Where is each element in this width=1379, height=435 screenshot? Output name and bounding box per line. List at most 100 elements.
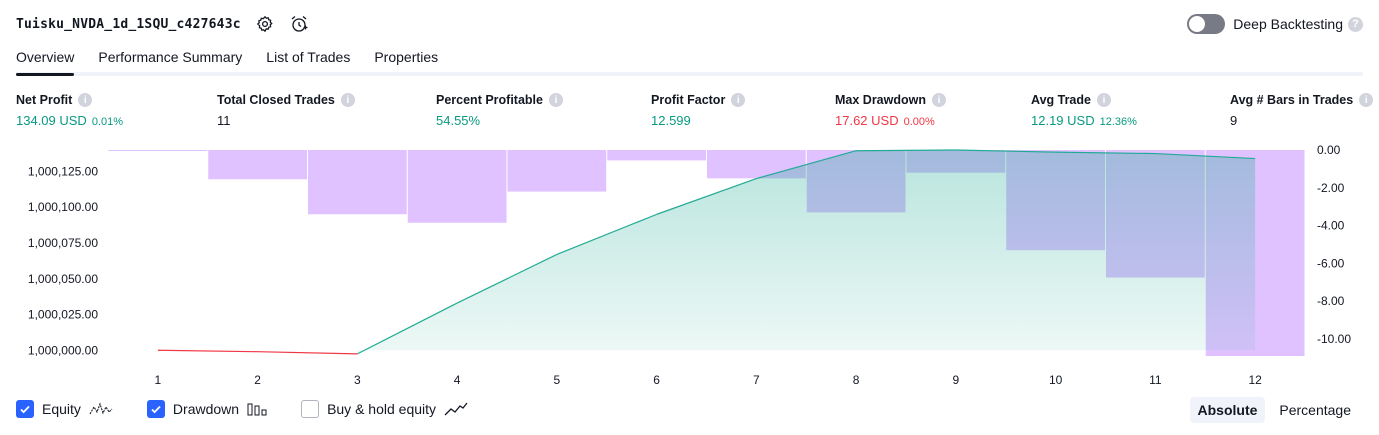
legend-label: Buy & hold equity — [327, 401, 437, 417]
x-axis-tick: 5 — [554, 373, 561, 387]
metric-label: Total Closed Trades — [217, 93, 335, 107]
absolute-button[interactable]: Absolute — [1189, 397, 1266, 423]
equity-line-segment — [157, 349, 258, 353]
x-axis-tick: 11 — [1149, 373, 1162, 387]
drawdown-bar — [607, 150, 706, 161]
equity-line-segment — [656, 178, 757, 215]
report-tabs: Overview Performance Summary List of Tra… — [16, 44, 1363, 76]
left-axis-tick: 1,000,100.00 — [28, 200, 98, 214]
metric-label: Percent Profitable — [436, 93, 543, 107]
equity-area — [357, 150, 1256, 354]
tab-overview[interactable]: Overview — [16, 44, 75, 76]
equity-line-segment — [955, 149, 1056, 153]
right-axis-tick: -2.00 — [1317, 181, 1345, 195]
left-axis-tick: 1,000,050.00 — [28, 272, 98, 286]
drawdown-bar — [208, 150, 307, 180]
buyhold-line-icon — [444, 402, 468, 416]
right-axis-tick: 0.00 — [1317, 143, 1341, 157]
metric-percent: 0.00% — [903, 116, 935, 128]
info-icon[interactable]: i — [731, 93, 746, 107]
strategy-title: Tuisku_NVDA_1d_1SQU_c427643c — [16, 16, 241, 32]
metric-label: Avg # Bars in Trades — [1230, 93, 1354, 107]
info-icon[interactable]: i — [932, 93, 946, 107]
metric-value: 12.599 — [651, 113, 691, 128]
deep-backtesting-toggle[interactable] — [1187, 14, 1226, 34]
metric-value: 11 — [217, 113, 231, 128]
equity-line-segment — [357, 302, 458, 355]
metric-percent: 12.36% — [1099, 116, 1137, 128]
checkbox-checked-icon[interactable] — [146, 400, 165, 418]
legend-drawdown[interactable]: Drawdown — [146, 400, 267, 418]
x-axis-tick: 2 — [254, 373, 261, 387]
right-axis-tick: -10.00 — [1317, 332, 1351, 346]
equity-line-segment — [456, 253, 558, 304]
legend-buy-hold-equity[interactable]: Buy & hold equity — [301, 400, 468, 418]
drawdown-bar — [108, 150, 208, 151]
tab-list-of-trades[interactable]: List of Trades — [266, 49, 351, 65]
tab-properties[interactable]: Properties — [374, 49, 439, 65]
x-axis-tick: 10 — [1049, 373, 1063, 387]
scale-mode-switch: Absolute Percentage — [1184, 397, 1360, 423]
metric-percent-profitable: Percent Profitable i 54.55% — [436, 93, 563, 128]
legend-equity[interactable]: Equity — [16, 400, 113, 418]
metric-net-profit: Net Profit i 134.09 USD 0.01% — [16, 93, 123, 128]
deep-backtesting-label: Deep Backtesting — [1233, 16, 1343, 32]
right-axis-tick: -6.00 — [1317, 256, 1345, 270]
info-icon[interactable]: i — [548, 93, 563, 107]
x-axis-tick: 12 — [1248, 373, 1262, 387]
checkbox-checked-icon[interactable] — [16, 400, 34, 418]
metric-value: 9 — [1230, 113, 1238, 128]
metric-value: 54.55% — [436, 113, 481, 128]
metric-value: 12.19 USD — [1031, 113, 1095, 128]
x-axis-tick: 7 — [753, 373, 760, 387]
x-axis-tick: 4 — [454, 373, 461, 387]
equity-line-segment — [556, 213, 657, 255]
equity-line-segment — [257, 351, 358, 355]
equity-line-segment — [1155, 152, 1256, 160]
metric-total-closed-trades: Total Closed Trades i 11 — [217, 93, 355, 128]
checkbox-unchecked-icon[interactable] — [301, 400, 320, 418]
legend-label: Equity — [42, 401, 81, 417]
equity-line-icon — [89, 402, 113, 416]
metric-max-drawdown: Max Drawdown i 17.62 USD 0.00% — [835, 93, 946, 128]
drawdown-bar — [308, 150, 407, 215]
info-icon[interactable]: i — [78, 93, 93, 107]
metric-avg-trade: Avg Trade i 12.19 USD 12.36% — [1031, 93, 1137, 128]
metric-percent: 0.01% — [91, 116, 124, 128]
gear-icon[interactable] — [255, 14, 275, 34]
metric-label: Max Drawdown — [835, 93, 926, 107]
equity-line-segment — [1055, 151, 1156, 155]
left-axis-tick: 1,000,125.00 — [28, 164, 98, 178]
info-icon[interactable]: i — [340, 93, 355, 107]
x-axis-tick: 3 — [354, 373, 361, 387]
left-axis-tick: 1,000,000.00 — [28, 343, 98, 357]
x-axis-tick: 1 — [155, 373, 162, 387]
left-axis-tick: 1,000,075.00 — [28, 236, 98, 250]
question-icon[interactable]: ? — [1348, 16, 1363, 32]
right-axis-tick: -4.00 — [1317, 219, 1345, 233]
info-icon[interactable]: i — [1096, 93, 1111, 107]
chart-legend: Equity Drawdown Buy & hold equity — [16, 400, 502, 418]
metric-profit-factor: Profit Factor i 12.599 — [651, 93, 746, 128]
strategy-header: Tuisku_NVDA_1d_1SQU_c427643c — [16, 12, 309, 36]
x-axis-tick: 9 — [953, 373, 960, 387]
metric-label: Avg Trade — [1031, 93, 1091, 107]
metric-value: 134.09 USD — [16, 113, 87, 128]
alarm-clock-icon[interactable] — [289, 14, 309, 34]
deep-backtesting: Deep Backtesting ? — [1187, 13, 1363, 35]
left-axis-tick: 1,000,025.00 — [28, 308, 98, 322]
tab-performance-summary[interactable]: Performance Summary — [98, 49, 243, 65]
legend-label: Drawdown — [172, 401, 240, 417]
metric-avg-bars-in-trades: Avg # Bars in Trades i 9 — [1230, 93, 1374, 128]
drawdown-bar — [507, 150, 607, 192]
drawdown-bars-icon — [247, 402, 267, 416]
metric-label: Net Profit — [16, 93, 73, 107]
percentage-button[interactable]: Percentage — [1279, 402, 1351, 418]
x-axis-tick: 6 — [653, 373, 660, 387]
metric-value: 17.62 USD — [835, 113, 899, 128]
right-axis-tick: -8.00 — [1317, 294, 1345, 308]
info-icon[interactable]: i — [1359, 93, 1374, 107]
drawdown-bar — [407, 150, 507, 223]
equity-drawdown-chart[interactable]: 1,000,125.00 1,000,100.00 1,000,075.00 1,00… — [0, 138, 1379, 390]
equity-line-segment — [756, 150, 857, 180]
